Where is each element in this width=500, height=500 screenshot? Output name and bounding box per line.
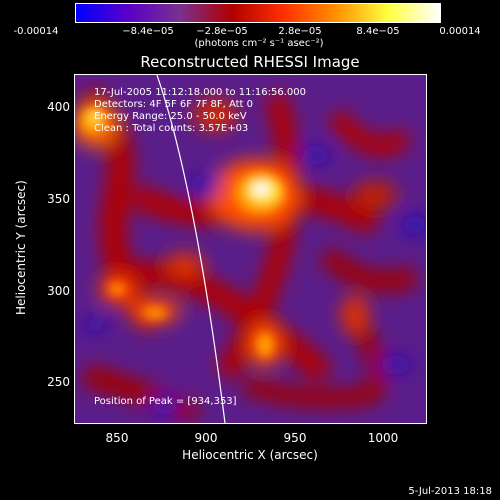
rhessi-image <box>74 74 427 424</box>
plot-title: Reconstructed RHESSI Image <box>140 53 360 71</box>
y-axis-label: Heliocentric Y (arcsec) <box>14 180 28 315</box>
colorbar-tick: −8.4e−05 <box>122 26 174 37</box>
emission-map <box>75 75 426 423</box>
x-tick: 900 <box>194 431 218 445</box>
colorbar-units: (photons cm⁻² s⁻¹ asec⁻²) <box>194 38 324 49</box>
colorbar-tick: 0.00014 <box>439 26 481 37</box>
y-tick: 250 <box>47 375 70 389</box>
x-axis-label: Heliocentric X (arcsec) <box>182 448 318 462</box>
x-tick: 1000 <box>367 431 399 445</box>
solar-limb <box>156 75 226 423</box>
y-tick: 400 <box>47 100 70 114</box>
colorbar-tick: 2.8e−05 <box>278 26 322 37</box>
y-tick: 350 <box>47 192 70 206</box>
x-tick: 850 <box>105 431 129 445</box>
colorbar-tick: 8.4e−05 <box>356 26 400 37</box>
clean-counts: Clean : Total counts: 3.57E+03 <box>94 123 249 134</box>
peak-position: Position of Peak = [934,353] <box>94 396 237 407</box>
energy-range: Energy Range: 25.0 - 50.0 keV <box>94 111 247 122</box>
colorbar <box>75 3 441 23</box>
colorbar-tick: −2.8e−05 <box>196 26 248 37</box>
y-tick: 300 <box>47 284 70 298</box>
footer-date: 5-Jul-2013 18:18 <box>408 486 492 497</box>
time-range: 17-Jul-2005 11:12:18.000 to 11:16:56.000 <box>94 87 306 98</box>
x-tick: 950 <box>283 431 307 445</box>
colorbar-tick: -0.00014 <box>13 26 59 37</box>
detectors: Detectors: 4F 5F 6F 7F 8F, Att 0 <box>94 99 254 110</box>
